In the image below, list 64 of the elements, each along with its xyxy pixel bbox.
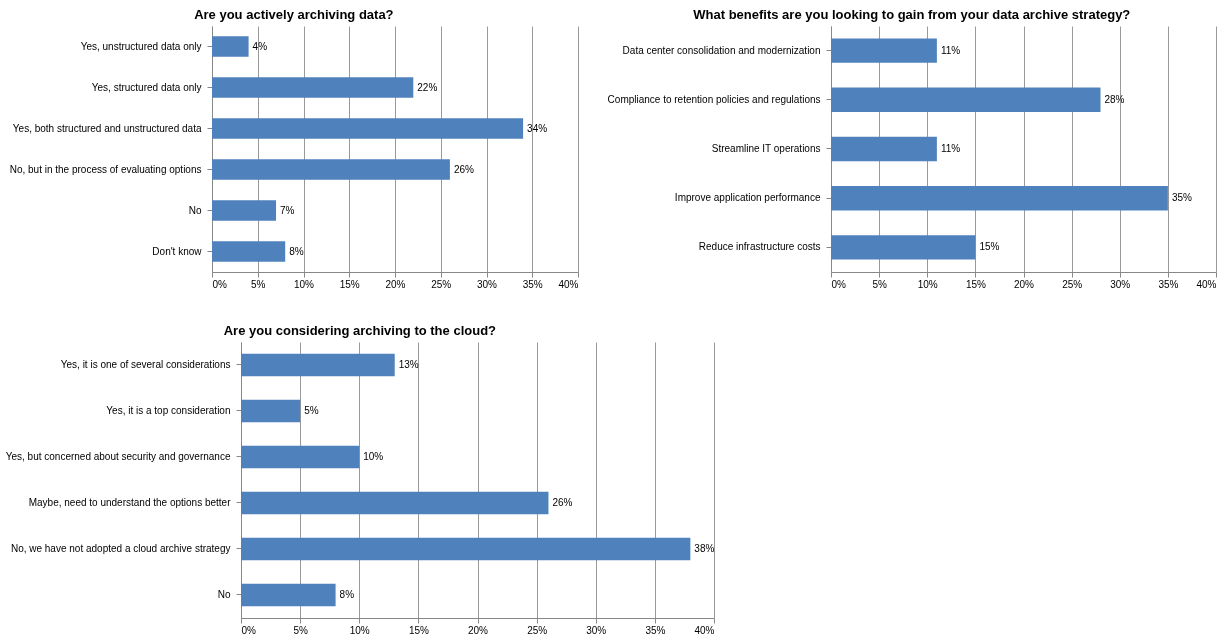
data-label: 26% [453, 163, 475, 175]
data-label: 11% [940, 143, 961, 154]
chart-title: What benefits are you looking to gain from your data archive strategy? [693, 7, 1131, 22]
x-tick-label: 10% [917, 278, 938, 290]
y-tick-label: Yes, both structured and unstructured data [12, 122, 202, 134]
data-label: 35% [1171, 192, 1192, 204]
y-tick-label: No [217, 589, 231, 600]
y-tick-label: Maybe, need to understand the options better [28, 497, 232, 508]
x-tick-label: 30% [1110, 278, 1131, 290]
x-tick-label: 35% [1158, 278, 1179, 290]
x-tick-label: 5% [251, 278, 266, 290]
y-tick-label: Yes, it is one of several considerations [60, 359, 231, 370]
data-label: 28% [1104, 93, 1125, 105]
data-label: 8% [339, 589, 355, 600]
x-tick-label: 5% [872, 278, 887, 290]
y-tick-label: Improve application performance [674, 192, 821, 204]
x-tick-label: 25% [431, 278, 452, 290]
x-tick-label: 25% [1062, 278, 1083, 290]
x-tick-label: 5% [293, 624, 308, 636]
data-label: 11% [940, 44, 961, 56]
x-tick-label: 20% [385, 278, 406, 290]
x-tick-label: 10% [293, 278, 315, 290]
y-tick-label: Yes, but concerned about security and governance [5, 451, 231, 462]
data-label: 7% [280, 204, 295, 216]
x-tick-label: 35% [522, 278, 543, 290]
x-tick-label: 30% [586, 624, 607, 636]
y-tick-label: No, we have not adopted a cloud archive strategy [10, 543, 231, 554]
x-tick-label: 15% [339, 278, 360, 290]
data-label: 34% [527, 122, 548, 134]
x-tick-label: 20% [1013, 278, 1035, 290]
data-label: 15% [979, 241, 1000, 253]
x-tick-label: 15% [408, 624, 429, 636]
y-tick-label: No, but in the process of evaluating options [9, 163, 202, 175]
x-tick-label: 40% [694, 624, 715, 636]
x-tick-label: 40% [558, 278, 579, 290]
y-tick-label: Streamline IT operations [711, 143, 821, 154]
x-tick-label: 35% [645, 624, 666, 636]
data-label: 26% [552, 497, 573, 508]
data-label: 5% [304, 405, 319, 416]
x-tick-label: 25% [527, 624, 548, 636]
data-label: 8% [289, 245, 304, 257]
x-tick-label: 0% [831, 278, 847, 290]
x-tick-label: 30% [476, 278, 498, 290]
y-tick-label: Don't know [152, 245, 203, 257]
x-tick-label: 40% [1196, 278, 1217, 290]
x-tick-label: 0% [212, 278, 228, 290]
data-label: 38% [694, 543, 715, 554]
x-tick-label: 0% [241, 624, 257, 636]
data-label: 22% [417, 81, 438, 93]
chart-title: Are you actively archiving data? [194, 7, 394, 22]
x-tick-label: 10% [349, 624, 370, 636]
chart-title: Are you considering archiving to the cloud? [223, 323, 497, 338]
y-tick-label: No [188, 204, 202, 216]
y-tick-label: Reduce infrastructure costs [698, 241, 821, 253]
y-tick-label: Compliance to retention policies and regulations [607, 93, 821, 105]
x-tick-label: 15% [965, 278, 986, 290]
y-tick-label: Data center consolidation and modernization [622, 44, 821, 56]
data-label: 4% [252, 40, 268, 52]
y-tick-label: Yes, unstructured data only [80, 40, 202, 52]
y-tick-label: Yes, it is a top consideration [106, 405, 231, 416]
data-label: 13% [398, 359, 419, 370]
x-tick-label: 20% [467, 624, 489, 636]
y-tick-label: Yes, structured data only [91, 81, 202, 93]
data-label: 10% [363, 451, 384, 462]
